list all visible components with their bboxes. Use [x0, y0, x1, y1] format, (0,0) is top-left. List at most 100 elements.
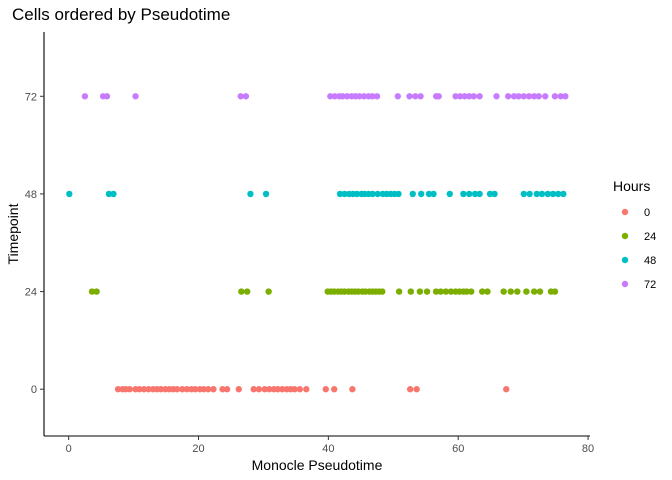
data-point-72h — [493, 93, 500, 100]
data-point-48h — [466, 190, 473, 198]
data-point-24h — [432, 288, 440, 295]
data-point-0h — [114, 386, 122, 393]
data-point-0h — [173, 386, 181, 393]
data-point-0h — [279, 386, 286, 393]
x-axis-ticks: 0 20 40 60 80 — [66, 436, 594, 455]
data-point-0h — [136, 386, 143, 393]
data-point-0h — [223, 386, 231, 393]
legend-key-48 — [621, 256, 629, 264]
data-point-72h — [510, 93, 518, 100]
data-point-48h — [471, 190, 479, 198]
data-point-0h — [205, 386, 212, 393]
data-point-72h — [417, 93, 424, 100]
data-point-48h — [491, 190, 498, 198]
data-point-72h — [461, 93, 468, 100]
data-point-24h — [437, 288, 444, 295]
data-point-0h — [406, 386, 414, 393]
data-point-0h — [200, 386, 207, 393]
data-point-72h — [237, 93, 244, 100]
y-tick-label: 72 — [25, 91, 37, 103]
data-point-24h — [514, 288, 521, 295]
data-point-24h — [88, 288, 96, 295]
data-point-0h — [210, 386, 217, 393]
data-point-72h — [551, 93, 559, 100]
data-point-72h — [525, 93, 533, 100]
legend-key-72 — [621, 280, 629, 288]
data-point-72h — [515, 93, 522, 100]
data-point-0h — [266, 386, 273, 393]
data-point-48h — [430, 190, 437, 198]
data-point-0h — [349, 386, 356, 393]
legend-title: Hours — [613, 178, 650, 194]
data-point-72h — [394, 93, 402, 100]
data-point-24h — [530, 288, 538, 295]
data-point-24h — [379, 288, 386, 295]
data-point-0h — [250, 386, 257, 393]
data-point-72h — [542, 93, 549, 100]
data-point-24h — [442, 288, 450, 295]
x-tick-label: 60 — [452, 443, 464, 455]
data-point-0h — [303, 386, 310, 393]
legend: Hours 0 24 48 72 — [613, 178, 656, 291]
data-point-0h — [331, 386, 338, 393]
x-tick-label: 40 — [322, 443, 334, 455]
data-point-24h — [551, 288, 559, 295]
data-point-0h — [296, 386, 303, 393]
data-point-48h — [554, 190, 562, 198]
data-point-48h — [425, 190, 433, 198]
data-point-72h — [520, 93, 527, 100]
data-point-72h — [132, 93, 139, 100]
x-tick-label: 0 — [66, 443, 72, 455]
plot-area: 0 20 40 60 80 0 24 48 72 — [25, 32, 594, 455]
data-point-72h — [435, 93, 442, 100]
data-point-48h — [544, 190, 552, 198]
data-point-24h — [507, 288, 514, 295]
data-point-24h — [395, 288, 403, 295]
legend-label-48: 48 — [644, 255, 656, 267]
data-point-72h — [530, 93, 538, 100]
data-point-0h — [192, 386, 199, 393]
data-point-48h — [66, 190, 73, 198]
data-point-24h — [423, 288, 431, 295]
data-point-24h — [238, 288, 245, 295]
data-point-48h — [533, 190, 540, 198]
data-point-72h — [331, 93, 339, 100]
data-point-72h — [406, 93, 413, 100]
data-point-0h — [157, 386, 165, 393]
y-axis-ticks: 0 24 48 72 — [25, 91, 44, 396]
data-point-72h — [452, 93, 459, 100]
data-point-48h — [395, 190, 402, 198]
data-point-0h — [183, 386, 191, 393]
data-point-48h — [560, 190, 567, 198]
data-point-72h — [412, 93, 419, 100]
data-point-24h — [416, 288, 424, 295]
data-point-72h — [339, 93, 346, 100]
data-point-0h — [322, 386, 329, 393]
data-point-48h — [105, 190, 113, 198]
data-point-72h — [535, 93, 542, 100]
data-point-72h — [470, 93, 477, 100]
data-point-24h — [500, 288, 507, 295]
data-point-48h — [262, 190, 270, 198]
data-point-72h — [557, 93, 564, 100]
data-point-72h — [466, 93, 473, 100]
data-point-48h — [336, 190, 344, 198]
data-point-48h — [526, 190, 533, 198]
data-point-48h — [353, 190, 361, 198]
data-point-48h — [460, 190, 467, 198]
data-point-24h — [523, 288, 530, 295]
data-point-72h — [103, 93, 111, 100]
legend-label-72: 72 — [644, 279, 656, 291]
x-tick-label: 80 — [582, 443, 594, 455]
data-point-48h — [520, 190, 527, 198]
data-point-24h — [447, 288, 455, 295]
data-point-72h — [369, 93, 376, 100]
data-points — [66, 93, 569, 393]
data-point-48h — [486, 190, 494, 198]
data-point-72h — [456, 93, 464, 100]
data-point-0h — [291, 386, 298, 393]
x-tick-label: 20 — [192, 443, 204, 455]
data-point-48h — [538, 190, 546, 198]
data-point-0h — [145, 386, 152, 393]
